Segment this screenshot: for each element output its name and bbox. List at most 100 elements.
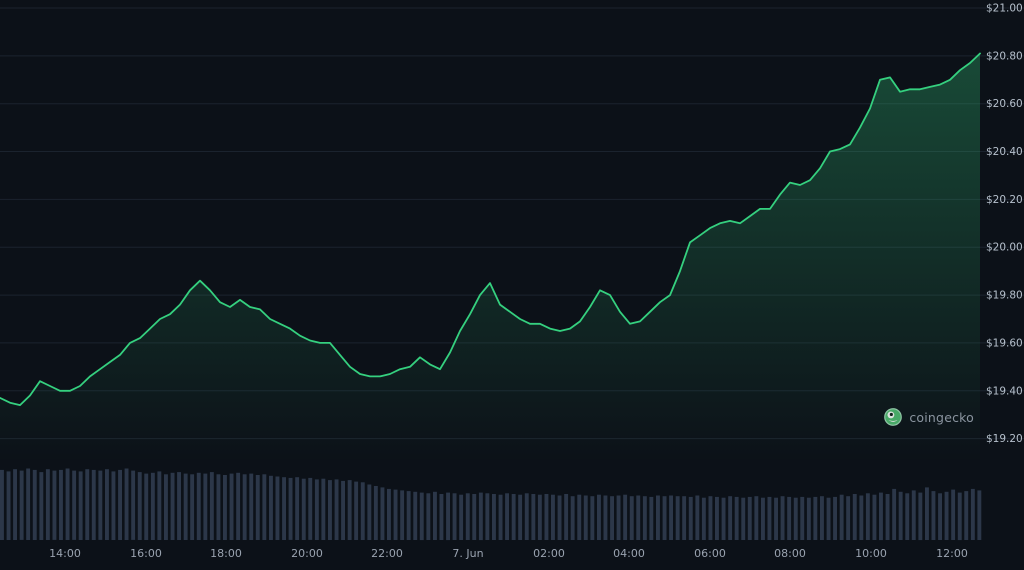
volume-bar (662, 496, 667, 540)
volume-bar (170, 472, 175, 540)
x-axis-label: 04:00 (613, 547, 645, 560)
volume-bar (98, 470, 103, 540)
volume-bar (105, 469, 109, 540)
volume-bar (446, 492, 450, 541)
volume-bar (931, 491, 936, 540)
volume-bar (137, 472, 142, 540)
volume-bar (183, 473, 188, 540)
volume-bar (52, 470, 57, 540)
volume-bar (301, 478, 306, 540)
volume-bar (865, 493, 870, 540)
x-axis-label: 10:00 (855, 547, 887, 560)
volume-bar (826, 497, 831, 540)
volume-bar (216, 474, 221, 540)
volume-bar (328, 480, 332, 540)
volume-bar (505, 493, 509, 540)
volume-bar (452, 493, 457, 540)
y-axis-label: $21.00 (986, 3, 1023, 15)
volume-bar (813, 496, 818, 540)
volume-bar (321, 478, 326, 540)
volume-bar (387, 488, 391, 540)
volume-bar (701, 497, 706, 540)
volume-bar (531, 494, 536, 540)
volume-bar (682, 496, 687, 540)
volume-bar (426, 493, 431, 540)
volume-bar (190, 474, 195, 540)
volume-bar (557, 495, 562, 540)
y-axis-label: $19.80 (986, 290, 1023, 302)
volume-bar (846, 496, 851, 540)
volume-bar (295, 477, 300, 540)
volume-bar (754, 496, 759, 540)
volume-bar (498, 494, 503, 540)
volume-bar (472, 494, 477, 540)
x-axis-label: 16:00 (130, 547, 162, 560)
volume-bar (282, 477, 286, 540)
volume-bar (669, 495, 673, 540)
volume-bar (518, 494, 523, 540)
volume-bar (209, 472, 214, 540)
volume-bar (537, 494, 542, 540)
volume-bar (6, 471, 11, 540)
price-area (0, 53, 980, 462)
volume-bar (347, 480, 352, 540)
volume-bar (65, 468, 70, 540)
volume-bar (492, 494, 496, 540)
volume-bar (373, 486, 378, 540)
volume-bar (774, 497, 778, 540)
volume-bar (885, 494, 890, 540)
volume-bar (124, 468, 129, 540)
volume-bar (721, 497, 726, 540)
volume-bar (970, 488, 975, 540)
volume-bar (708, 496, 713, 540)
volume-bar (78, 471, 83, 540)
volume-bar (938, 493, 942, 540)
volume-bar (91, 469, 96, 540)
volume-bar (747, 496, 752, 540)
y-axis-label: $20.40 (986, 146, 1023, 158)
volume-bar (511, 494, 516, 540)
volume-bar (400, 490, 405, 540)
volume-bar (45, 469, 50, 540)
volume-bar (872, 494, 877, 540)
volume-bar (249, 473, 254, 540)
volume-bar (610, 496, 614, 540)
volume-bar (380, 487, 385, 540)
volume-bar (360, 482, 365, 540)
volume-bar (334, 479, 339, 540)
volume-bar (177, 472, 181, 540)
volume-bar (761, 497, 765, 540)
volume-bar (793, 497, 798, 540)
volume-bar (911, 490, 916, 540)
y-axis-label: $20.80 (986, 50, 1023, 62)
x-axis-label: 02:00 (533, 547, 565, 560)
volume-bar (649, 496, 654, 540)
volume-bar (433, 491, 437, 540)
volume-bar (879, 492, 883, 541)
volume-bar (675, 496, 680, 540)
volume-bar (524, 493, 529, 540)
volume-bar (150, 472, 155, 540)
x-axis-label: 08:00 (774, 547, 806, 560)
volume-bar (203, 473, 208, 540)
volume-bar (944, 491, 949, 540)
volume-bar (629, 496, 634, 540)
volume-bar (39, 472, 44, 540)
volume-bar (236, 472, 241, 540)
volume-bar (551, 494, 555, 540)
volume-bar (157, 471, 162, 540)
volume-bar (19, 470, 24, 540)
volume-bar (951, 489, 956, 540)
volume-bar (767, 496, 772, 540)
volume-bar (72, 470, 77, 540)
volume-bar (32, 469, 37, 540)
volume-bar (806, 497, 811, 540)
volume-bar (439, 494, 444, 540)
volume-bar (957, 492, 962, 541)
volume-bar (616, 495, 621, 540)
volume-bar (688, 496, 693, 540)
volume-bar (603, 495, 608, 540)
volume-bar (275, 476, 280, 540)
